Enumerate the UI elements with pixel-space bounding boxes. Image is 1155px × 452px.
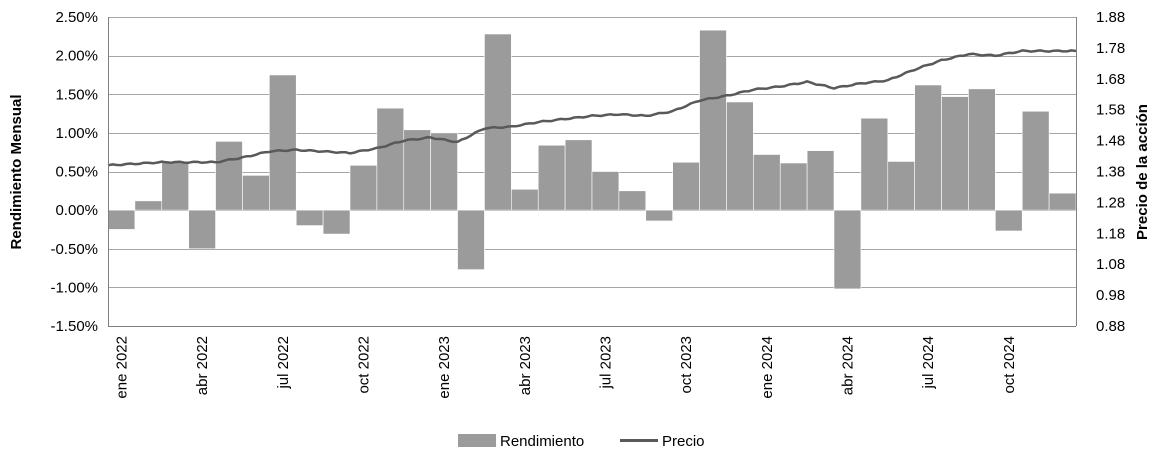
bar bbox=[645, 209, 673, 222]
bar bbox=[806, 150, 835, 211]
x-tick-label: abr 2024 bbox=[839, 336, 856, 395]
y-right-tick-label: 1.18 bbox=[1096, 225, 1125, 242]
x-tick-label: abr 2022 bbox=[194, 336, 211, 395]
y-right-tick-labels: 1.88 1.78 1.68 1.58 1.48 1.38 1.28 1.18 1.08 0.98… bbox=[1096, 9, 1125, 335]
price-line bbox=[107, 49, 1077, 167]
y-left-tick-label: 0.50% bbox=[55, 164, 98, 181]
y-left-tick-label: 1.00% bbox=[55, 125, 98, 142]
x-tick-label: jul 2022 bbox=[275, 336, 292, 390]
y-right-tick-label: 1.28 bbox=[1096, 194, 1125, 211]
y-right-tick-label: 1.48 bbox=[1096, 133, 1125, 150]
bar bbox=[1048, 192, 1077, 211]
y-left-tick-label: 0.00% bbox=[55, 202, 98, 219]
x-tick-label: jul 2023 bbox=[597, 336, 614, 390]
bar bbox=[860, 117, 889, 211]
y-right-tick-label: 0.98 bbox=[1096, 287, 1125, 304]
legend-label-precio: Precio bbox=[662, 433, 705, 450]
bar bbox=[726, 101, 754, 211]
bar bbox=[941, 96, 969, 211]
legend-swatch-rendimiento bbox=[458, 434, 496, 447]
bar bbox=[430, 132, 458, 211]
bar bbox=[269, 74, 297, 211]
bar bbox=[591, 171, 620, 211]
y-left-tick-label: -1.00% bbox=[50, 279, 98, 296]
x-tick-label: ene 2023 bbox=[436, 336, 453, 399]
bar bbox=[564, 139, 593, 211]
bar bbox=[403, 129, 431, 211]
bar bbox=[295, 209, 324, 226]
x-tick-label: jul 2024 bbox=[920, 336, 937, 390]
bar bbox=[753, 154, 781, 211]
bar bbox=[376, 107, 405, 211]
x-tick-label: oct 2023 bbox=[678, 336, 695, 394]
bar bbox=[511, 188, 539, 211]
bar bbox=[107, 209, 136, 230]
bar bbox=[134, 200, 163, 211]
legend-label-rendimiento: Rendimiento bbox=[500, 433, 584, 450]
x-tick-label: ene 2022 bbox=[113, 336, 130, 399]
y-right-tick-label: 1.68 bbox=[1096, 71, 1125, 88]
bar bbox=[618, 190, 647, 211]
y-right-tick-label: 1.88 bbox=[1096, 9, 1125, 26]
legend: Rendimiento Precio bbox=[458, 433, 705, 450]
bar bbox=[215, 141, 243, 211]
y-right-tick-label: 1.58 bbox=[1096, 102, 1125, 119]
bar bbox=[242, 175, 270, 211]
bar bbox=[968, 88, 996, 211]
x-tick-label: oct 2024 bbox=[1001, 336, 1018, 394]
y-right-tick-label: 1.08 bbox=[1096, 256, 1125, 273]
bar bbox=[887, 161, 915, 211]
bar bbox=[457, 209, 485, 270]
x-tick-label: ene 2024 bbox=[759, 336, 776, 399]
y-axis-right-title: Precio de la acción bbox=[1134, 104, 1151, 240]
y-left-tick-label: 2.50% bbox=[55, 9, 98, 26]
y-right-tick-label: 1.78 bbox=[1096, 40, 1125, 57]
x-tick-label: oct 2022 bbox=[355, 336, 372, 394]
y-right-tick-label: 1.38 bbox=[1096, 164, 1125, 181]
bar bbox=[322, 209, 351, 235]
x-tick-labels: ene 2022 abr 2022 jul 2022 oct 2022 ene 2023… bbox=[113, 336, 1017, 399]
bar bbox=[349, 165, 378, 211]
y-left-tick-labels: 2.50% 2.00% 1.50% 1.00% 0.50% 0.00% -0.50% -1.0… bbox=[50, 9, 98, 335]
bar bbox=[1021, 110, 1050, 211]
bar bbox=[484, 33, 512, 211]
y-axis-left-title: Rendimiento Mensual bbox=[8, 94, 25, 249]
y-left-tick-label: -1.50% bbox=[50, 318, 98, 335]
bar bbox=[161, 161, 189, 211]
x-tick-label: abr 2023 bbox=[517, 336, 534, 395]
bar bbox=[672, 161, 700, 211]
y-left-tick-label: 2.00% bbox=[55, 48, 98, 65]
bar bbox=[699, 29, 727, 211]
y-right-tick-label: 0.88 bbox=[1096, 318, 1125, 335]
y-left-tick-label: 1.50% bbox=[55, 86, 98, 103]
bar bbox=[995, 209, 1023, 232]
bar bbox=[833, 209, 862, 290]
bar bbox=[537, 144, 566, 211]
bar bbox=[779, 162, 808, 211]
bar bbox=[914, 84, 942, 211]
y-left-tick-label: -0.50% bbox=[50, 241, 98, 258]
line-series-precio bbox=[107, 49, 1077, 167]
bar-series-rendimiento bbox=[107, 29, 1077, 290]
bar bbox=[188, 209, 216, 250]
axes bbox=[108, 17, 1077, 327]
